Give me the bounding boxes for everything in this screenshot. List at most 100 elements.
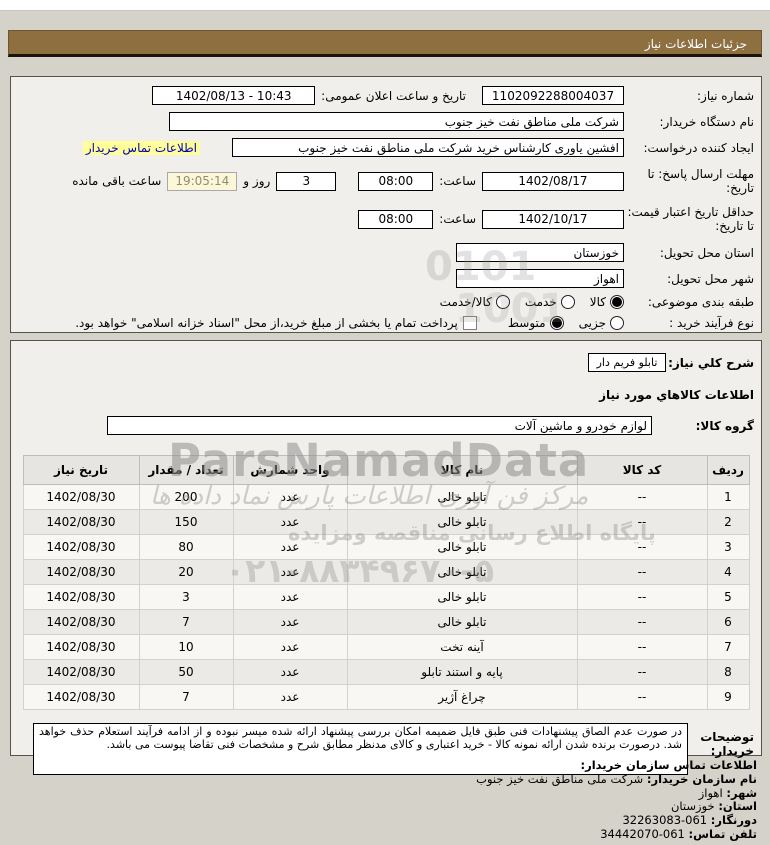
delivery-province-label: استان محل تحویل:	[659, 245, 754, 260]
contact-province-line: استان: خوزستان	[670, 799, 757, 814]
radio-option-goods[interactable]: کالا	[590, 295, 624, 309]
validity-date-input[interactable]: 1402/10/17	[482, 209, 624, 229]
col-header-quantity: تعداد / مقدار	[138, 455, 234, 485]
need-number-input[interactable]: 1102092288004037	[482, 86, 624, 105]
radio-option-label: خدمت	[524, 295, 557, 309]
validity-hour-label: ساعت:	[439, 212, 476, 226]
buyer-org-input[interactable]: شرکت ملی مناطق نفت خیز جنوب	[169, 112, 624, 131]
contact-org-line: نام سازمان خریدار: شرکت ملی مناطق نفت خی…	[476, 771, 757, 786]
table-cell-date: 1402/08/30	[22, 609, 140, 635]
table-row: 6 -- تابلو خالی عدد 7 1402/08/30	[22, 609, 750, 635]
contact-fax-line: دورنگار: 32263083-061	[622, 813, 757, 828]
table-cell-name: چراغ آژیر	[346, 684, 578, 710]
buyer-contact-link[interactable]: اطلاعات تماس خریدار	[82, 140, 200, 155]
radio-icon[interactable]	[495, 295, 510, 309]
table-cell-code: --	[576, 559, 708, 585]
radio-option-minor[interactable]: جزیی	[579, 316, 624, 330]
buyer-notes-label: توضیحات خریدار:	[700, 730, 754, 758]
table-cell-qty: 20	[138, 559, 234, 585]
table-cell-code: --	[576, 659, 708, 685]
delivery-province-input[interactable]: خوزستان	[456, 243, 624, 262]
table-cell-name: پایه و استند تابلو	[346, 659, 578, 685]
table-cell-date: 1402/08/30	[22, 509, 140, 535]
request-creator-label: ایجاد کننده درخواست:	[643, 140, 754, 155]
contact-phone-line: تلفن تماس: 34442070-061	[600, 826, 757, 841]
goods-group-input[interactable]: لوازم خودرو و ماشین آلات	[107, 416, 652, 435]
table-row: 7 -- آینه تخت عدد 10 1402/08/30	[22, 634, 750, 660]
table-cell-qty: 7	[138, 609, 234, 635]
table-cell-date: 1402/08/30	[22, 559, 140, 585]
table-cell-code: --	[576, 484, 708, 510]
radio-icon[interactable]	[610, 295, 624, 309]
table-cell-row: 4	[706, 559, 750, 585]
page-title-bar: جزئیات اطلاعات نیاز	[8, 30, 762, 57]
table-cell-qty: 50	[138, 659, 234, 685]
table-cell-unit: عدد	[232, 684, 348, 710]
table-row: 9 -- چراغ آژیر عدد 7 1402/08/30	[22, 684, 750, 710]
contact-city-line: شهر: اهواز	[698, 785, 757, 800]
col-header-unit: واحد شمارش	[232, 455, 348, 485]
delivery-city-label: شهر محل تحویل:	[667, 271, 754, 286]
checkbox-icon[interactable]	[462, 316, 477, 330]
table-cell-code: --	[576, 684, 708, 710]
goods-group-row: گروه کالا: لوازم خودرو و ماشین آلات	[18, 416, 754, 435]
table-cell-unit: عدد	[232, 509, 348, 535]
items-table-header: ردیف کد کالا نام کالا واحد شمارش تعداد /…	[22, 455, 750, 485]
deadline-date-input[interactable]: 1402/08/17	[482, 171, 624, 191]
price-validity-row: حداقل تاریخ اعتبار قیمت: تا تاریخ: 1402/…	[18, 202, 754, 236]
announce-datetime-input[interactable]: 1402/08/13 - 10:43	[152, 86, 316, 105]
table-cell-qty: 80	[138, 534, 234, 560]
remaining-days-input[interactable]: 3	[276, 171, 337, 191]
delivery-city-input[interactable]: اهواز	[456, 269, 624, 288]
treasury-checkbox-option[interactable]: پرداخت تمام یا بخشی از مبلغ خرید،از محل …	[75, 316, 477, 330]
table-cell-row: 9	[706, 684, 750, 710]
request-creator-input[interactable]: افشین یاوری کارشناس خرید شرکت ملی مناطق …	[232, 138, 624, 157]
radio-icon[interactable]	[610, 316, 624, 330]
table-cell-unit: عدد	[232, 659, 348, 685]
contact-heading: اطلاعات تماس سازمان خریدار:	[580, 758, 757, 772]
page-title: جزئیات اطلاعات نیاز	[644, 37, 747, 51]
table-row: 3 -- تابلو خالی عدد 80 1402/08/30	[22, 534, 750, 560]
table-cell-date: 1402/08/30	[22, 659, 140, 685]
table-cell-row: 5	[706, 584, 750, 610]
table-cell-name: آینه تخت	[346, 634, 578, 660]
table-cell-date: 1402/08/30	[22, 634, 140, 660]
table-cell-unit: عدد	[232, 559, 348, 585]
radio-option-service[interactable]: خدمت	[525, 295, 575, 309]
table-cell-qty: 200	[138, 484, 234, 510]
table-cell-row: 3	[706, 534, 750, 560]
col-header-item-code: کد کالا	[576, 455, 708, 485]
goods-group-label: گروه کالا:	[695, 418, 754, 433]
need-description-input[interactable]: تابلو فریم دار	[588, 353, 666, 372]
remaining-days-label: روز و	[243, 174, 271, 188]
table-cell-name: تابلو خالی	[346, 559, 578, 585]
buyer-org-row: نام دستگاه خریدار: شرکت ملی مناطق نفت خی…	[18, 112, 754, 131]
table-cell-unit: عدد	[232, 584, 348, 610]
deadline-hour-label: ساعت:	[439, 174, 476, 188]
request-creator-row: ایجاد کننده درخواست: افشین یاوری کارشناس…	[18, 138, 754, 157]
top-white-strip	[0, 0, 770, 11]
table-cell-date: 1402/08/30	[22, 534, 140, 560]
table-cell-date: 1402/08/30	[22, 484, 140, 510]
need-description-label: شرح کلي نیاز:	[668, 355, 754, 370]
response-deadline-label: مهلت ارسال پاسخ: تا تاریخ:	[647, 167, 754, 195]
response-deadline-row: مهلت ارسال پاسخ: تا تاریخ: 1402/08/17 سا…	[18, 164, 754, 198]
radio-icon[interactable]	[549, 316, 564, 330]
radio-option-goods-service[interactable]: کالا/خدمت	[440, 295, 510, 309]
table-cell-code: --	[576, 634, 708, 660]
deadline-time-input[interactable]: 08:00	[358, 171, 434, 191]
table-cell-row: 7	[706, 634, 750, 660]
announce-datetime-label: تاریخ و ساعت اعلان عمومی:	[321, 88, 466, 103]
needed-items-panel: شرح کلي نیاز: تابلو فریم دار اطلاعات کال…	[10, 340, 762, 775]
remaining-time-value: 19:05:14	[167, 171, 238, 191]
remaining-time-label: ساعت باقی مانده	[72, 174, 162, 188]
radio-option-medium[interactable]: متوسط	[508, 316, 564, 330]
table-cell-code: --	[576, 534, 708, 560]
purchase-process-label: نوع فرآیند خرید :	[669, 316, 754, 330]
radio-icon[interactable]	[560, 295, 575, 309]
table-cell-qty: 7	[138, 684, 234, 710]
table-row: 4 -- تابلو خالی عدد 20 1402/08/30	[22, 559, 750, 585]
col-header-need-date: تاریخ نیاز	[22, 455, 140, 485]
table-cell-name: تابلو خالی	[346, 484, 578, 510]
validity-time-input[interactable]: 08:00	[358, 209, 434, 229]
